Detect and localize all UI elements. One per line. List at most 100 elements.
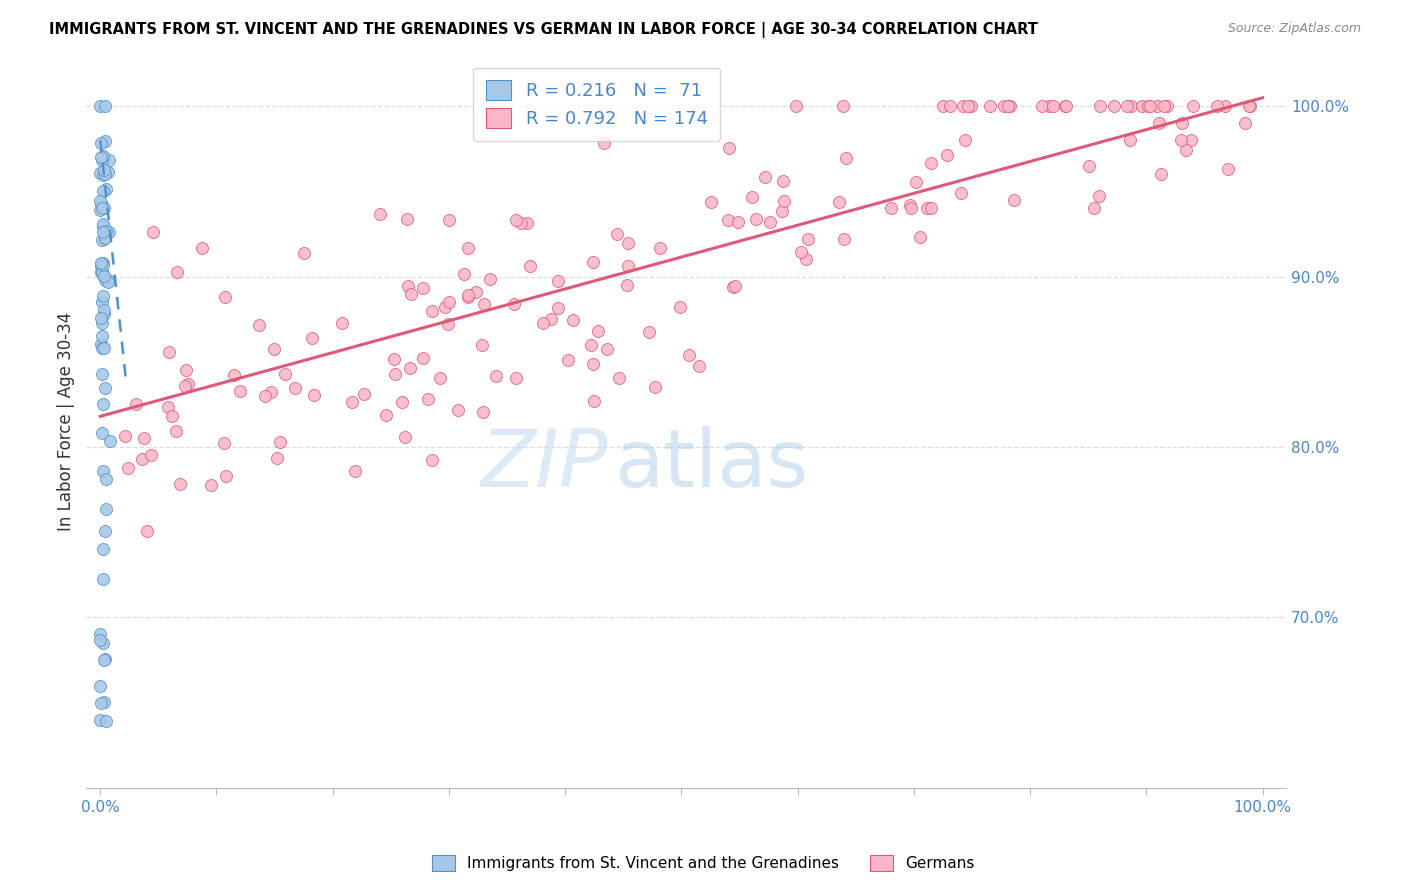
Point [617,260,640,274]
Point [1171,116,1194,130]
Point [936,148,959,162]
Point [1175,144,1198,158]
Point [561,312,583,326]
Point [374,408,396,422]
Point [97,273,120,287]
Point [141,448,163,462]
Point [638,325,661,339]
Point [828,195,851,210]
Point [90,342,112,356]
Text: atlas: atlas [614,426,808,504]
Point [89,632,111,647]
Point [259,385,281,400]
Point [785,99,807,113]
Point [89,202,111,217]
Point [832,99,855,113]
Point [741,190,763,204]
Point [90,337,112,351]
Point [412,281,434,295]
Point [266,451,288,466]
Point [93,268,115,282]
Point [997,99,1019,113]
Point [453,267,475,281]
Point [157,400,180,414]
Point [1239,99,1261,113]
Point [89,194,111,208]
Point [96,224,118,238]
Point [157,345,180,359]
Point [91,217,114,231]
Point [90,265,112,279]
Point [772,174,794,188]
Point [93,231,115,245]
Point [678,348,700,362]
Point [173,379,195,393]
Point [939,99,962,113]
Point [721,280,744,294]
Point [91,329,114,343]
Point [717,212,740,227]
Point [1153,99,1175,113]
Point [124,397,146,411]
Point [384,367,406,381]
Point [439,213,461,227]
Point [540,312,562,326]
Point [93,148,115,162]
Point [993,99,1015,113]
Point [93,202,115,216]
Point [274,367,297,381]
Point [90,136,112,150]
Point [1031,99,1053,113]
Point [420,453,443,467]
Point [920,202,942,216]
Point [557,352,579,367]
Point [166,265,188,279]
Point [96,472,118,486]
Point [215,469,238,483]
Point [953,133,976,147]
Legend: Immigrants from St. Vincent and the Grenadines, Germans: Immigrants from St. Vincent and the Gren… [426,849,980,877]
Y-axis label: In Labor Force | Age 30-34: In Labor Force | Age 30-34 [58,312,75,531]
Legend: R = 0.216   N =  71, R = 0.792   N = 174: R = 0.216 N = 71, R = 0.792 N = 174 [474,68,720,141]
Point [214,290,236,304]
Point [547,301,569,316]
Point [616,236,638,251]
Text: IMMIGRANTS FROM ST. VINCENT AND THE GRENADINES VS GERMAN IN LABOR FORCE | AGE 30: IMMIGRANTS FROM ST. VINCENT AND THE GREN… [49,22,1038,38]
Point [582,255,605,269]
Point [579,338,602,352]
Point [1182,99,1205,113]
Point [94,380,117,394]
Point [700,195,723,210]
Point [91,426,114,441]
Point [90,196,112,211]
Point [399,287,422,301]
Point [1102,99,1125,113]
Point [1088,189,1111,203]
Point [162,409,184,424]
Point [91,258,114,272]
Point [93,307,115,321]
Point [97,276,120,290]
Point [606,227,628,241]
Point [932,99,955,113]
Point [505,213,527,227]
Point [224,368,246,382]
Point [93,134,115,148]
Point [1180,133,1202,147]
Point [950,186,973,200]
Point [1156,99,1178,113]
Point [1136,99,1159,113]
Point [1083,202,1105,216]
Point [91,288,114,302]
Point [94,651,117,665]
Point [96,502,118,516]
Point [516,216,538,230]
Point [1121,99,1143,113]
Point [485,368,508,383]
Point [90,256,112,270]
Point [89,627,111,641]
Point [368,207,391,221]
Point [1170,133,1192,147]
Point [910,230,932,244]
Point [135,524,157,538]
